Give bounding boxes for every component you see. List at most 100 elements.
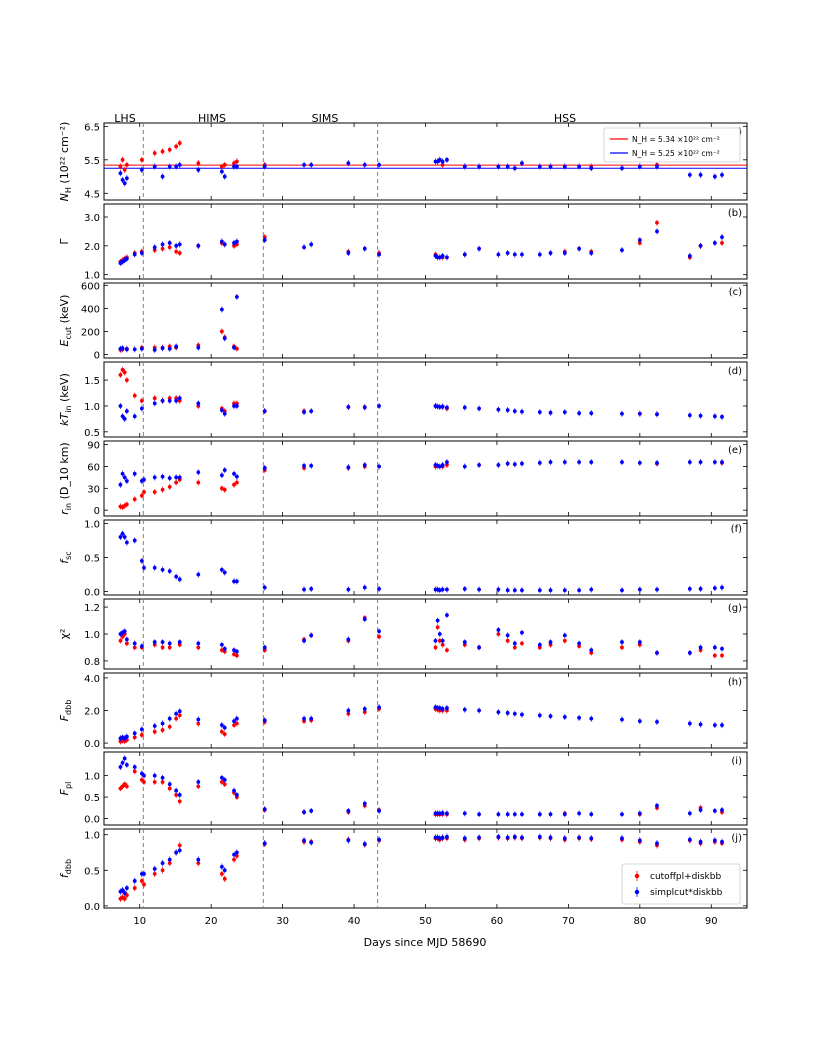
data-point-blue [655,587,659,592]
panel-frame [103,519,748,596]
data-point-blue [132,641,137,646]
data-point-red [222,732,227,737]
data-point-blue [712,723,717,728]
data-point-blue [152,724,157,728]
data-point-blue [637,838,642,843]
data-point-blue [167,716,172,721]
data-point-blue [577,835,582,840]
data-point-blue [219,864,224,869]
data-point-blue [219,307,224,312]
data-point-red [174,480,179,485]
data-point-blue [462,464,467,469]
data-point-red [440,642,445,647]
data-point-red [232,857,236,862]
data-point-red [174,716,179,721]
data-point-blue [445,405,449,410]
data-point-blue [440,254,445,258]
data-point-red [132,393,137,398]
y-tick-label: 3.0 [84,213,100,224]
data-point-blue [232,788,236,793]
state-labels: LHS HIMS SIMS HSS [114,112,576,125]
data-point-blue [620,411,624,416]
panel-frame [103,751,748,826]
data-point-red [346,711,351,716]
data-point-blue [520,461,524,466]
data-point-blue [196,717,201,722]
data-point-red [196,784,201,789]
data-point-red [219,729,224,734]
data-point-blue [577,411,582,416]
panel-frame [103,282,748,359]
model-legend: cutoffpl+diskbb simplcut*diskbb [621,863,741,905]
y-tick-label: 0.0 [84,588,100,599]
data-point-blue [377,586,381,591]
data-point-blue [120,888,125,893]
data-point-blue [132,252,137,257]
y-tick-label: 2.0 [84,242,100,253]
data-point-blue [720,723,724,728]
y-axis-label: NH (10²² cm⁻²) [58,122,73,202]
data-point-blue [445,834,449,839]
y-tick-label: 0.0 [84,739,100,750]
data-point-blue [232,719,236,723]
data-point-blue [512,641,517,646]
y-tick-label: 6.5 [84,122,100,133]
data-point-blue [562,460,567,465]
data-point-blue [520,252,524,257]
x-tick-label: 30 [276,916,289,927]
data-point-blue [720,414,724,419]
data-point-blue [577,715,582,720]
data-point-blue [152,245,157,250]
panels: 4.55.56.5(a)NH (10²² cm⁻²)1.02.03.0(b)Γ0… [58,122,748,913]
x-tick-label: 40 [348,916,361,927]
y-tick-label: 0.5 [84,793,100,804]
data-point-blue [362,617,367,622]
data-point-blue [548,714,553,719]
data-point-blue [445,706,449,710]
y-tick-label: 2.0 [84,707,100,718]
panel-g: 0.8 1.0 1.2 (g) χ² [58,598,748,670]
y-tick-label: 60 [87,462,100,473]
data-point-blue [655,412,659,417]
panel-a: 4.55.56.5(a)NH (10²² cm⁻²) [58,122,748,202]
data-point-blue [177,709,182,714]
data-point-blue [655,650,659,655]
data-point-blue [152,348,157,352]
data-point-blue [496,710,501,715]
data-point-blue [477,246,481,251]
data-point-blue [720,839,724,844]
data-point-blue [142,871,146,876]
data-point-red [132,735,137,740]
data-point-blue [720,646,724,651]
data-point-blue [234,850,239,855]
data-point-red [362,710,367,715]
data-point-blue [152,164,157,169]
data-point-red [377,634,381,639]
data-point-blue [548,588,553,593]
data-point-blue [219,239,224,244]
data-point-blue [377,404,381,408]
data-point-blue [377,705,381,710]
data-point-blue [496,463,501,467]
data-point-blue [346,587,351,592]
data-point-blue [537,164,542,169]
data-point-blue [124,347,129,352]
data-point-red [139,493,144,498]
data-point-red [196,861,201,866]
y-axis-label: Γ [58,238,71,245]
y-tick-label: 0.5 [84,866,100,877]
data-point-blue [440,159,445,164]
data-point-blue [222,336,227,341]
data-point-blue [177,793,182,797]
data-point-blue [362,706,367,711]
data-point-blue [620,166,624,171]
panel-frame [103,598,748,670]
data-point-blue [160,721,165,726]
data-point-blue [496,812,501,817]
panel-label: (h) [728,677,742,688]
panel-frame [103,672,748,749]
data-point-blue [462,252,467,257]
data-point-blue [152,475,157,480]
x-tick-label: 60 [491,916,504,927]
nh-legend-box [603,127,741,163]
